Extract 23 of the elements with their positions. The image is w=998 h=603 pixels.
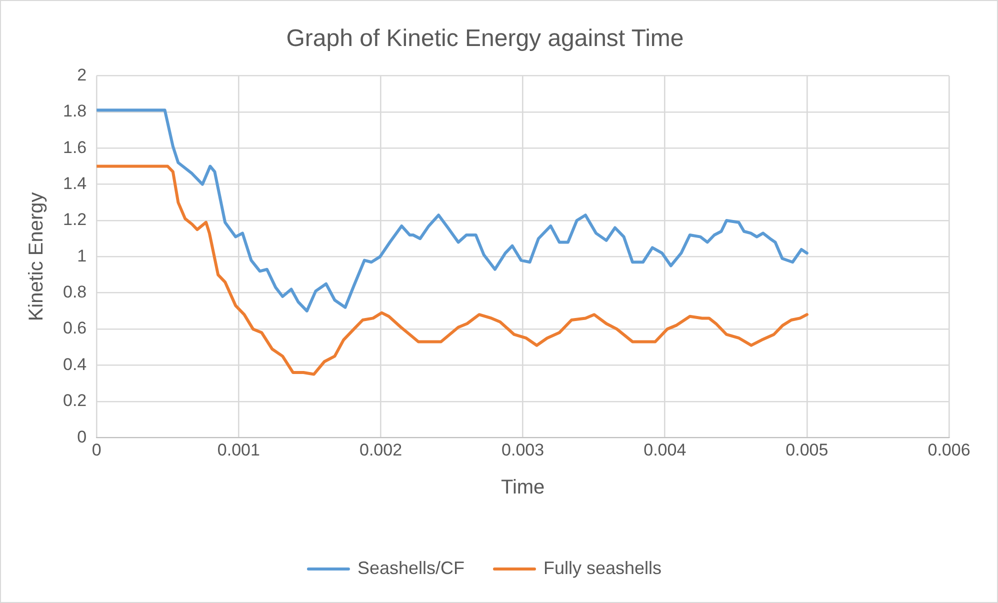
y-tick-label: 0.8 (62, 282, 87, 302)
y-tick-label: 1.6 (62, 138, 87, 157)
y-tick-label: 0.2 (62, 391, 87, 410)
x-tick-label: 0.002 (359, 440, 402, 460)
x-tick-label: 0.006 (928, 440, 970, 460)
legend-label: Fully seashells (544, 558, 662, 578)
y-tick-label: 0.4 (62, 354, 87, 374)
x-tick-label: 0.005 (786, 440, 828, 460)
y-tick-label: 1.2 (62, 210, 87, 230)
y-axis-title: Kinetic Energy (26, 192, 48, 322)
y-tick-label: 1 (77, 246, 87, 266)
y-tick-label: 0.6 (62, 318, 87, 338)
x-tick-label: 0.004 (644, 440, 686, 460)
x-tick-label: 0.001 (217, 440, 260, 460)
y-tick-label: 0 (77, 427, 87, 446)
x-tick-label: 0.003 (502, 440, 544, 460)
y-tick-label: 2 (77, 65, 87, 84)
chart-title: Graph of Kinetic Energy against Time (286, 25, 684, 52)
y-tick-label: 1.4 (62, 174, 87, 194)
legend-label: Seashells/CF (357, 558, 465, 578)
x-axis-title: Time (500, 476, 545, 499)
x-tick-label: 0 (92, 440, 102, 460)
y-tick-label: 1.8 (62, 102, 87, 121)
